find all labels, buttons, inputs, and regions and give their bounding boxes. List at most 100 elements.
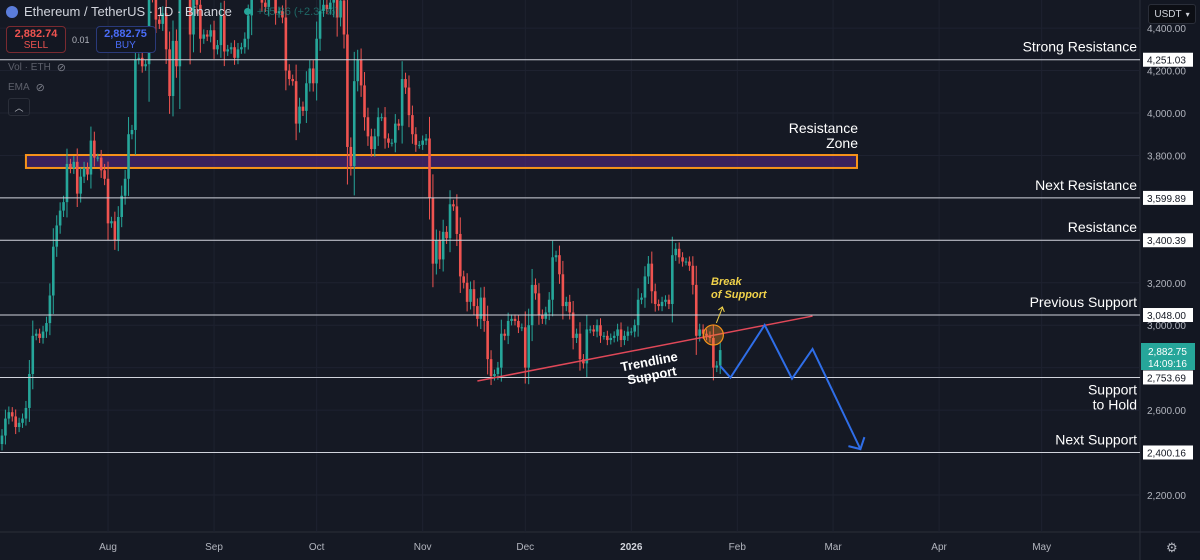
candle	[277, 6, 281, 18]
candle-body	[209, 30, 212, 37]
sell-button[interactable]: 2,882.74 SELL	[6, 26, 66, 53]
candle-body	[79, 176, 82, 194]
candle	[435, 229, 438, 275]
buy-button[interactable]: 2,882.75 BUY	[95, 26, 156, 53]
candle-body	[489, 359, 493, 377]
candle	[144, 59, 147, 71]
candle	[199, 0, 202, 53]
candle-body	[366, 117, 370, 137]
candle-body	[558, 255, 561, 275]
candle	[712, 325, 715, 381]
candle-body	[527, 325, 530, 368]
last-price-tag	[1141, 343, 1195, 370]
eye-off-icon[interactable]: ⊘	[56, 62, 67, 74]
candle	[445, 226, 448, 244]
candle-body	[134, 59, 137, 130]
candle	[113, 211, 117, 250]
candle-body	[363, 85, 366, 118]
candle	[448, 190, 452, 253]
candle-body	[660, 301, 664, 307]
candle	[715, 361, 719, 373]
symbol-header[interactable]: Ethereum / TetherUS · 1D · Binance +65.8…	[6, 4, 339, 19]
candle	[281, 5, 284, 24]
candle-countdown: 14:09:16	[1148, 359, 1187, 370]
candle	[561, 260, 565, 320]
candle	[718, 341, 722, 374]
candle-body	[565, 301, 568, 307]
candle	[626, 326, 630, 341]
eye-off-icon[interactable]: ⊘	[35, 82, 45, 94]
candle	[216, 40, 219, 55]
candle-body	[86, 168, 89, 175]
settings-icon[interactable]: ⚙	[1166, 540, 1178, 555]
candle-body	[41, 331, 45, 338]
candle-body	[571, 312, 575, 338]
candle	[373, 128, 377, 157]
candle-body	[359, 59, 363, 86]
candle	[188, 0, 192, 65]
candle	[390, 138, 394, 147]
candle	[305, 71, 308, 123]
candle-body	[582, 359, 585, 364]
candle	[612, 331, 616, 343]
candle-body	[424, 138, 428, 141]
candle	[96, 153, 100, 162]
candle	[62, 195, 65, 217]
time-tick-label: Mar	[824, 542, 842, 553]
currency-select[interactable]: USDT ▾	[1148, 4, 1196, 24]
candle	[226, 44, 230, 56]
candle	[45, 316, 48, 338]
candle	[489, 350, 493, 386]
candle	[294, 64, 298, 141]
candle-body	[541, 314, 544, 319]
candle	[397, 119, 401, 131]
level-label: Support	[1088, 381, 1137, 397]
candle-body	[592, 329, 595, 332]
candle	[421, 135, 424, 150]
candle-body	[568, 301, 572, 313]
candle-body	[647, 263, 650, 277]
candle-body	[195, 0, 199, 5]
level-price-tag	[1143, 190, 1193, 205]
candle-body	[188, 0, 192, 35]
candle-body	[106, 178, 110, 224]
candle	[616, 323, 619, 342]
candle	[329, 0, 332, 15]
candle-body	[472, 289, 476, 307]
candle	[417, 141, 421, 149]
candle	[565, 296, 568, 312]
candle	[17, 417, 21, 433]
time-tick-label: Feb	[729, 542, 747, 553]
level-price-label: 2,753.69	[1147, 373, 1186, 384]
candle	[195, 0, 199, 14]
indicator-ema[interactable]: EMA ⊘	[8, 81, 45, 94]
candle	[356, 49, 359, 92]
candle-body	[202, 34, 206, 39]
last-price-label: 2,882.75	[1148, 347, 1187, 358]
candle-body	[554, 255, 558, 258]
candle	[274, 0, 277, 25]
candle	[578, 322, 582, 371]
collapse-indicators-button[interactable]: ︿	[8, 98, 30, 116]
candle	[346, 0, 349, 185]
candle-body	[110, 221, 113, 224]
candle	[168, 31, 171, 114]
candle	[264, 0, 267, 12]
candle	[130, 124, 134, 140]
candle-body	[93, 140, 96, 158]
time-tick-label: Nov	[414, 542, 432, 553]
indicator-volume[interactable]: Vol · ETH ⊘	[8, 61, 66, 74]
candle	[287, 64, 291, 86]
candle-body	[417, 144, 421, 146]
candle-body	[168, 49, 171, 97]
candle-body	[681, 257, 684, 262]
candle-body	[335, 0, 339, 18]
candle	[349, 137, 353, 176]
candle-body	[267, 0, 271, 7]
candle-body	[7, 412, 11, 419]
candle-body	[445, 231, 448, 239]
sell-price: 2,882.74	[14, 27, 58, 40]
candle	[588, 325, 592, 334]
candle-body	[712, 337, 715, 368]
